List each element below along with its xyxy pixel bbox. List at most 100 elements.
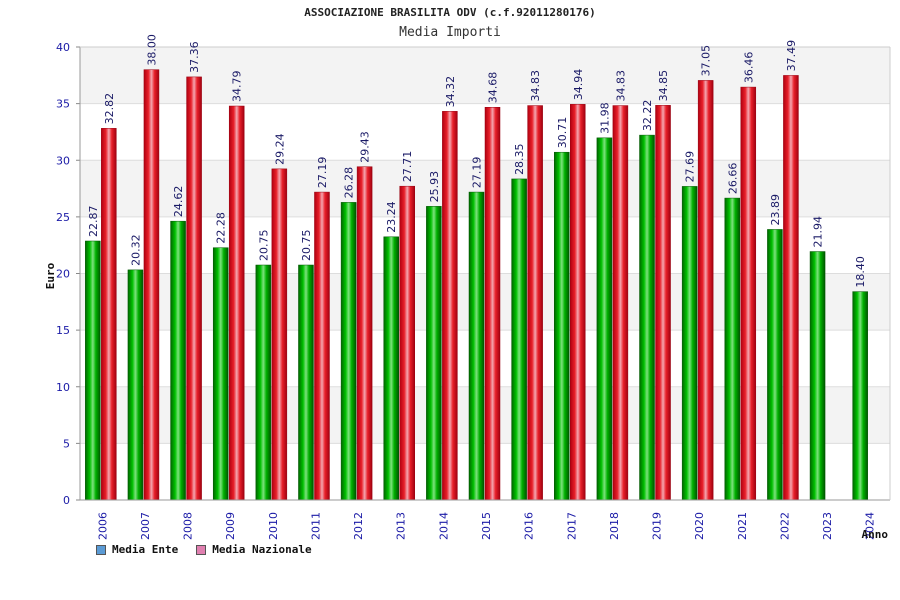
bar-media-ente-2007 <box>127 269 144 501</box>
data-label: 20.75 <box>257 230 270 262</box>
data-label: 32.22 <box>641 100 654 132</box>
bar-media-nazionale-2015 <box>484 106 501 501</box>
y-tick-label: 30 <box>56 154 70 167</box>
y-axis-label: Euro <box>44 262 57 289</box>
bar-media-nazionale-2020 <box>697 80 714 501</box>
bar-media-nazionale-2008 <box>186 76 202 501</box>
x-tick-label: 2010 <box>267 512 280 540</box>
bar-media-nazionale-2018 <box>612 105 629 501</box>
x-tick-label: 2022 <box>778 512 791 540</box>
data-label: 21.94 <box>812 216 825 248</box>
bar-media-ente-2006 <box>85 240 101 501</box>
data-label: 18.40 <box>854 256 867 288</box>
x-tick-label: 2007 <box>139 512 152 540</box>
bar-media-ente-2020 <box>681 186 698 501</box>
data-label: 27.71 <box>401 151 414 183</box>
x-tick-label: 2020 <box>693 512 706 540</box>
data-label: 37.36 <box>188 41 201 73</box>
x-tick-label: 2014 <box>437 512 450 540</box>
bar-media-ente-2019 <box>639 134 655 501</box>
data-label: 29.43 <box>359 131 372 163</box>
bar-media-nazionale-2014 <box>442 111 458 501</box>
data-label: 34.32 <box>444 76 457 108</box>
bar-media-nazionale-2013 <box>399 185 415 501</box>
data-label: 24.62 <box>172 186 185 218</box>
data-label: 28.35 <box>513 143 526 175</box>
data-label: 34.94 <box>572 69 585 101</box>
legend-label-media-nazionale: Media Nazionale <box>212 543 312 556</box>
data-label: 30.71 <box>556 117 569 149</box>
legend-swatch-media-nazionale <box>196 544 207 555</box>
bar-media-nazionale-2019 <box>655 105 671 501</box>
y-tick-label: 10 <box>56 381 70 394</box>
y-tick-label: 25 <box>56 211 70 224</box>
bar-media-ente-2008 <box>170 220 186 501</box>
axes-layer: 0 5 10 15 20 25 30 35 40 2006 2007 2008 2009 2010 2011… <box>56 41 891 540</box>
y-tick-label: 35 <box>56 98 70 111</box>
data-label: 23.89 <box>769 194 782 226</box>
y-tick-label: 40 <box>56 41 70 54</box>
data-label: 37.05 <box>700 45 713 77</box>
bars-layer <box>85 69 868 501</box>
bar-media-ente-2015 <box>468 191 485 501</box>
bar-media-nazionale-2007 <box>143 69 160 501</box>
bar-media-nazionale-2016 <box>527 105 543 501</box>
bar-media-nazionale-2022 <box>783 75 799 501</box>
data-label: 31.98 <box>598 102 611 134</box>
bar-media-ente-2013 <box>383 236 399 501</box>
bar-media-ente-2011 <box>298 264 314 501</box>
data-label: 27.69 <box>684 151 697 183</box>
bar-media-ente-2016 <box>511 178 527 501</box>
x-tick-label: 2011 <box>309 512 322 540</box>
x-tick-label: 2006 <box>96 512 109 540</box>
bar-media-ente-2014 <box>426 206 442 501</box>
x-tick-label: 2017 <box>565 512 578 540</box>
data-label: 22.28 <box>215 212 228 244</box>
data-label: 34.83 <box>614 70 627 102</box>
chart-subtitle: Media Importi <box>399 25 501 40</box>
data-label: 22.87 <box>87 205 100 237</box>
legend-label-media-ente: Media Ente <box>112 543 179 556</box>
bar-media-ente-2024 <box>852 291 868 501</box>
data-label: 26.66 <box>726 163 739 195</box>
y-tick-label: 0 <box>63 494 70 507</box>
bar-media-ente-2023 <box>809 251 826 501</box>
data-label: 37.49 <box>785 40 798 72</box>
x-tick-label: 2018 <box>608 512 621 540</box>
bar-media-nazionale-2006 <box>101 128 117 501</box>
y-tick-label: 5 <box>63 437 70 450</box>
data-label: 36.46 <box>742 52 755 84</box>
bar-media-ente-2022 <box>767 229 783 501</box>
data-label: 25.93 <box>428 171 441 203</box>
data-label: 27.19 <box>471 157 484 189</box>
chart-title: ASSOCIAZIONE BRASILITA ODV (c.f.92011280… <box>304 6 596 19</box>
x-tick-label: 2015 <box>480 512 493 540</box>
data-labels-layer: 22.87 32.82 20.32 38.00 24.62 37.36 22.28 34.79… <box>87 34 867 287</box>
bar-media-ente-2021 <box>724 197 741 501</box>
y-tick-label: 15 <box>56 324 70 337</box>
legend-swatch-media-ente <box>96 544 106 555</box>
bar-media-ente-2010 <box>255 264 272 501</box>
data-label: 27.19 <box>316 157 329 189</box>
bar-media-ente-2017 <box>554 151 570 501</box>
legend: Media Ente Media Nazionale <box>96 543 312 556</box>
data-label: 23.24 <box>385 201 398 233</box>
data-label: 29.24 <box>273 133 286 165</box>
bar-media-nazionale-2017 <box>570 104 586 501</box>
bar-media-nazionale-2021 <box>740 86 757 501</box>
x-tick-label: 2009 <box>224 512 237 540</box>
bar-media-nazionale-2009 <box>228 105 245 501</box>
x-axis-label: Anno <box>862 528 889 541</box>
x-tick-label: 2021 <box>736 512 749 540</box>
bar-media-ente-2009 <box>212 247 229 501</box>
bar-media-nazionale-2010 <box>271 168 288 501</box>
x-tick-label: 2019 <box>651 512 664 540</box>
x-tick-label: 2012 <box>352 512 365 540</box>
y-tick-label: 20 <box>56 268 70 281</box>
data-label: 26.28 <box>343 167 356 199</box>
data-label: 34.68 <box>487 72 500 104</box>
data-label: 34.83 <box>529 70 542 102</box>
x-tick-label: 2008 <box>182 512 195 540</box>
bar-media-ente-2012 <box>340 202 357 501</box>
bar-media-nazionale-2012 <box>356 166 373 501</box>
